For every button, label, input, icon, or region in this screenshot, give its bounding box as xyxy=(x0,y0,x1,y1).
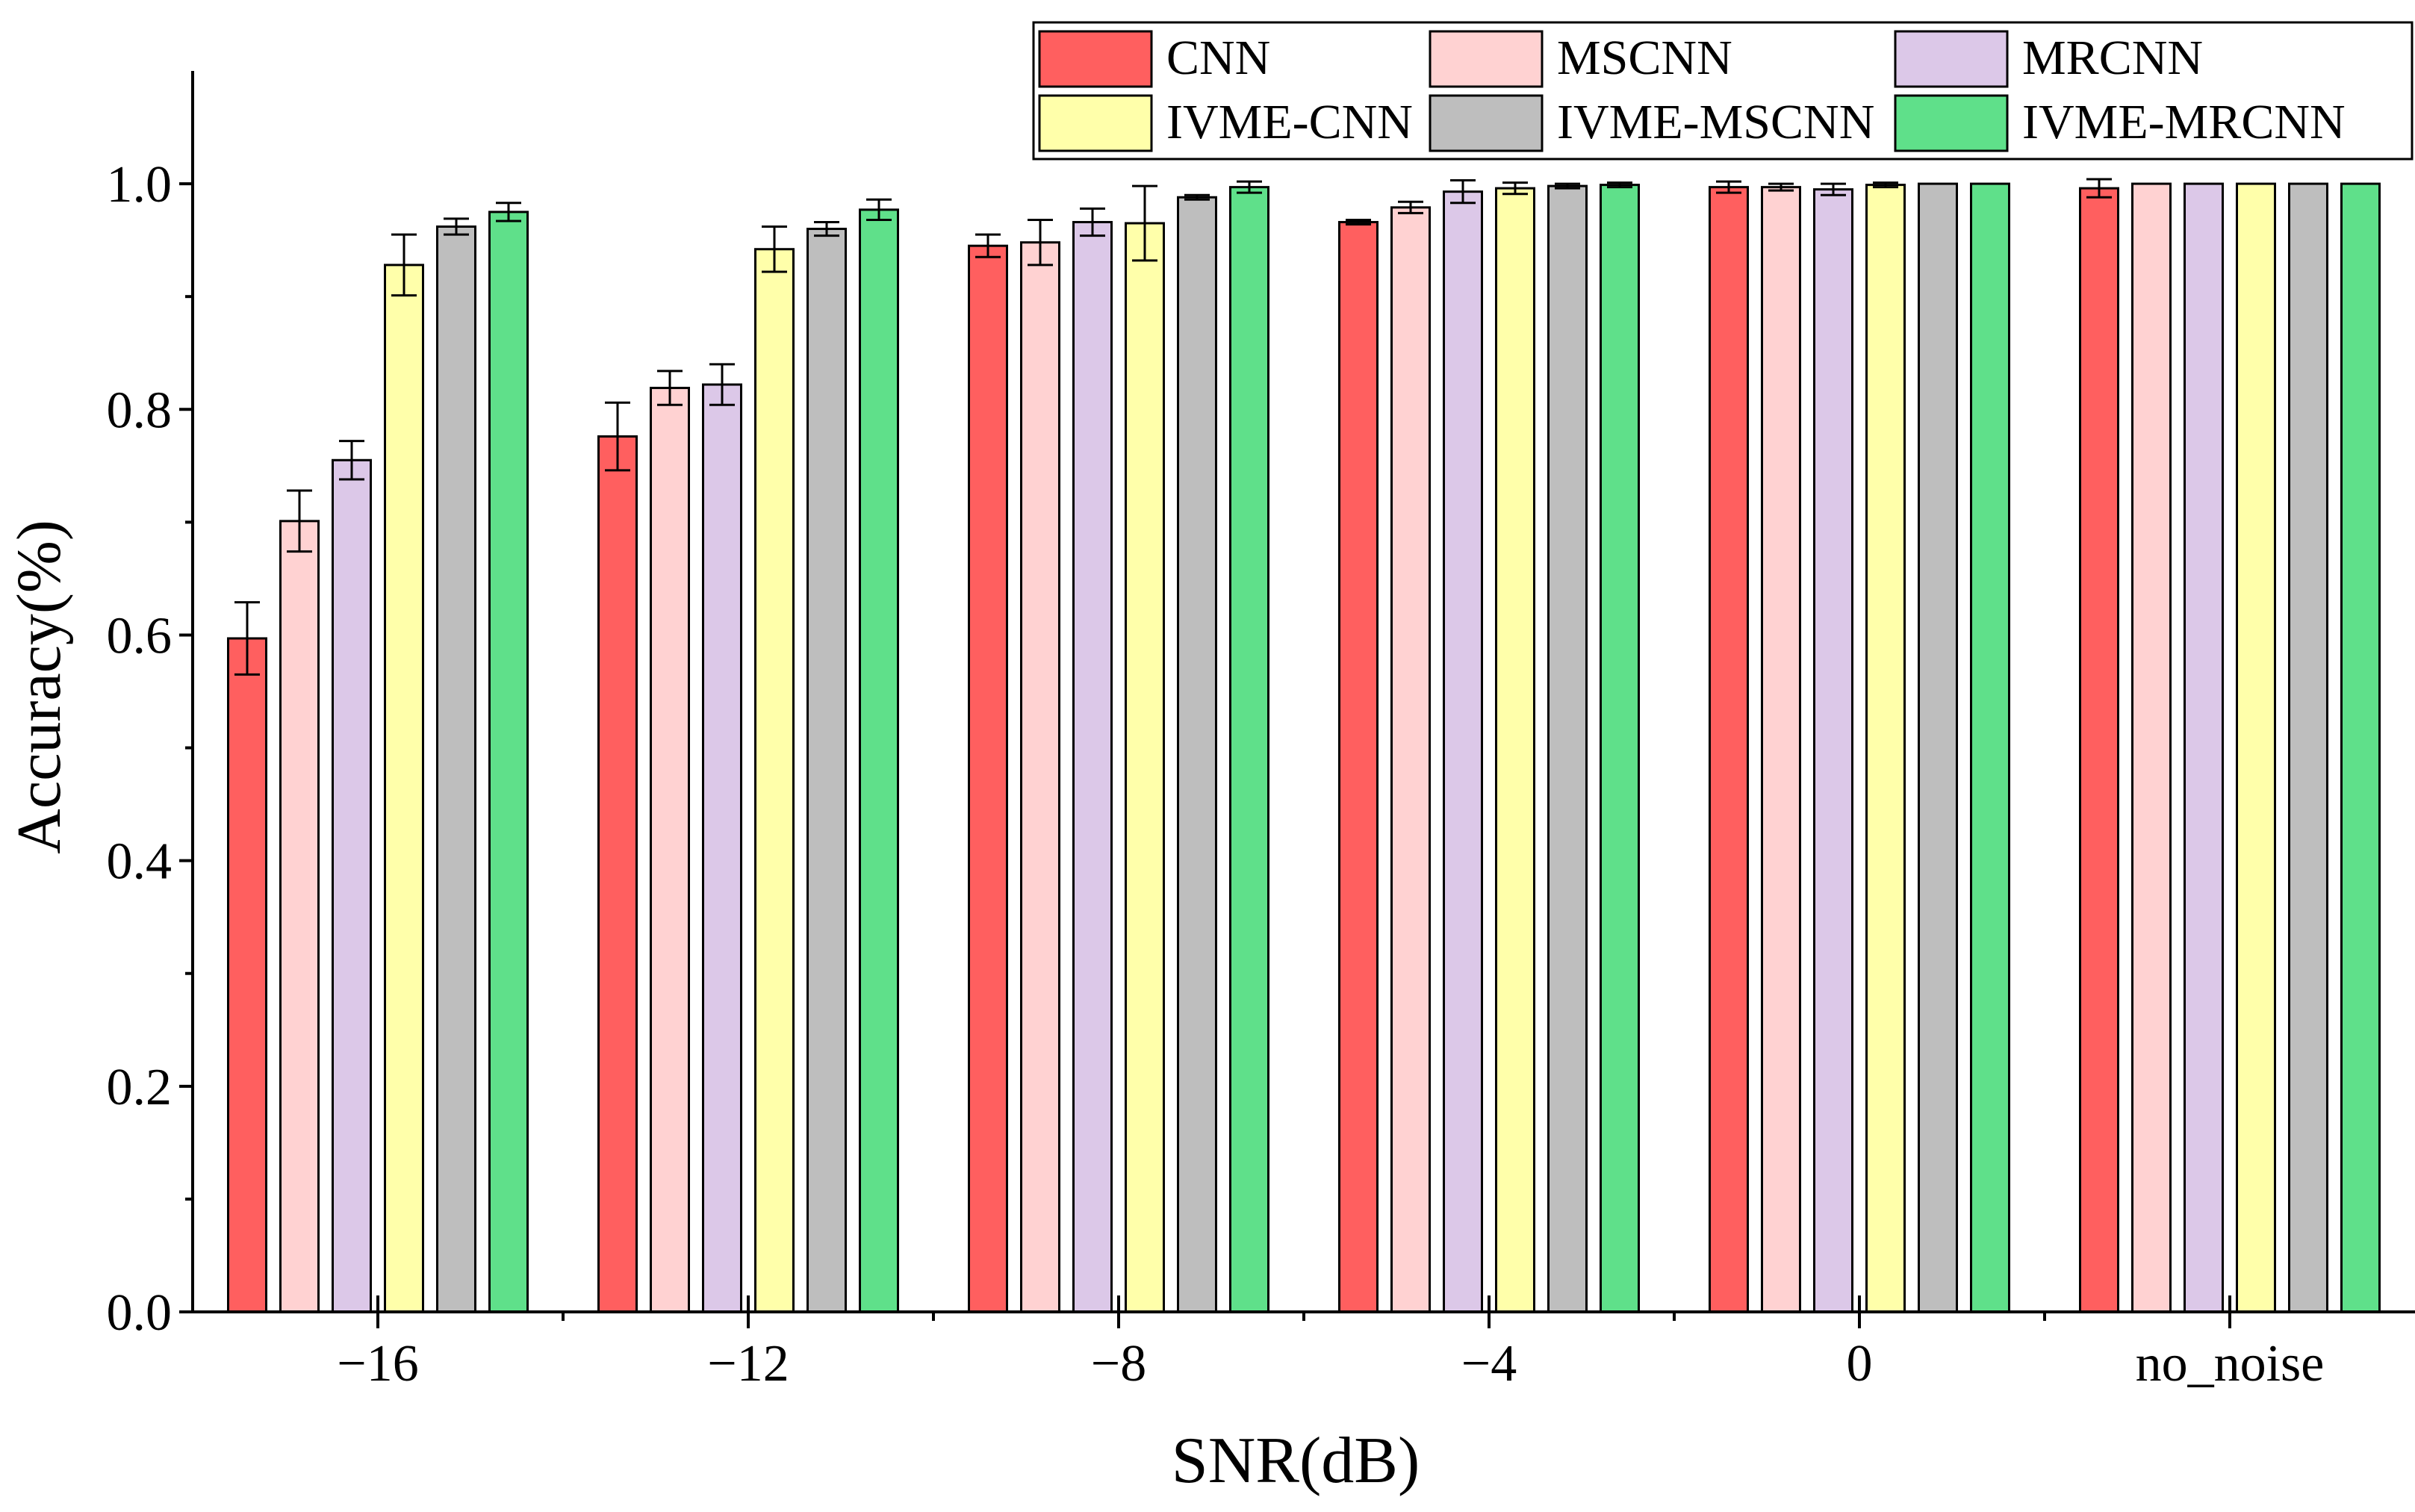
bar xyxy=(806,228,847,1313)
legend-label: IVME-MSCNN xyxy=(1557,95,1874,149)
legend-label: CNN xyxy=(1166,31,1270,85)
legend-label: IVME-CNN xyxy=(1166,95,1413,149)
legend: CNN MSCNN MRCNN IVME-CNN IVME-MSCNN IVME-MRCN… xyxy=(1032,21,2414,161)
x-tick-label: −16 xyxy=(337,1335,418,1393)
bar xyxy=(1390,206,1431,1313)
x-tick-label: −4 xyxy=(1461,1335,1517,1393)
legend-swatch xyxy=(1894,94,2009,152)
bar xyxy=(2184,182,2224,1313)
legend-swatch xyxy=(1038,94,1153,152)
axes-layer: 0.0 0.2 0.4 0.6 0.8 1.0 −16 −12 −8 −4 0 no_noise xyxy=(107,71,2415,1393)
bar xyxy=(279,520,320,1313)
bar xyxy=(1125,222,1165,1313)
bar xyxy=(1338,220,1379,1313)
legend-swatch xyxy=(1894,30,2009,88)
y-tick-label: 0.8 xyxy=(107,382,172,439)
legend-label: MSCNN xyxy=(1557,31,1732,85)
bar xyxy=(650,387,690,1313)
bar xyxy=(227,637,267,1313)
x-tick-label: −12 xyxy=(707,1335,789,1393)
bar xyxy=(1177,196,1217,1313)
bar xyxy=(1547,184,1588,1313)
bar xyxy=(2340,182,2381,1313)
bar xyxy=(2079,187,2119,1313)
legend-swatch xyxy=(1429,94,1544,152)
bar xyxy=(1495,187,1535,1313)
y-tick-label: 0.4 xyxy=(107,833,172,891)
bar xyxy=(332,458,372,1313)
bar xyxy=(1443,190,1483,1313)
bar xyxy=(859,208,899,1313)
bar xyxy=(1918,182,1958,1313)
legend-label: IVME-MRCNN xyxy=(2022,95,2346,149)
bar xyxy=(1761,186,1801,1313)
bar xyxy=(597,435,638,1313)
legend-swatch xyxy=(1429,30,1544,88)
bar xyxy=(436,225,476,1313)
bar xyxy=(968,244,1008,1313)
bar xyxy=(702,383,742,1313)
bar xyxy=(1600,184,1640,1313)
x-axis-label: SNR(dB) xyxy=(1172,1425,1420,1497)
x-tick-label: 0 xyxy=(1847,1335,1873,1393)
bar xyxy=(1020,241,1060,1313)
bars-layer xyxy=(227,178,2381,1313)
y-tick-label: 0.6 xyxy=(107,607,172,665)
y-tick-label: 0.0 xyxy=(107,1284,172,1342)
bar xyxy=(1709,186,1749,1313)
bar xyxy=(488,211,529,1313)
y-tick-label: 1.0 xyxy=(107,156,172,214)
x-tick-label: no_noise xyxy=(2136,1335,2325,1393)
bar xyxy=(2131,182,2172,1313)
bar xyxy=(384,264,424,1313)
y-tick-label: 0.2 xyxy=(107,1059,172,1116)
x-tick-label: −8 xyxy=(1091,1335,1146,1393)
legend-label: MRCNN xyxy=(2022,31,2203,85)
y-axis-label: Accuracy(%) xyxy=(4,520,74,854)
bar xyxy=(1072,220,1113,1313)
bar xyxy=(2288,182,2328,1313)
bar xyxy=(754,248,795,1313)
bar xyxy=(1970,182,2010,1313)
bar xyxy=(1229,186,1269,1313)
legend-box xyxy=(1032,21,2414,161)
legend-swatch xyxy=(1038,30,1153,88)
bar xyxy=(2236,182,2276,1313)
bar xyxy=(1813,188,1853,1313)
bar xyxy=(1865,184,1906,1313)
